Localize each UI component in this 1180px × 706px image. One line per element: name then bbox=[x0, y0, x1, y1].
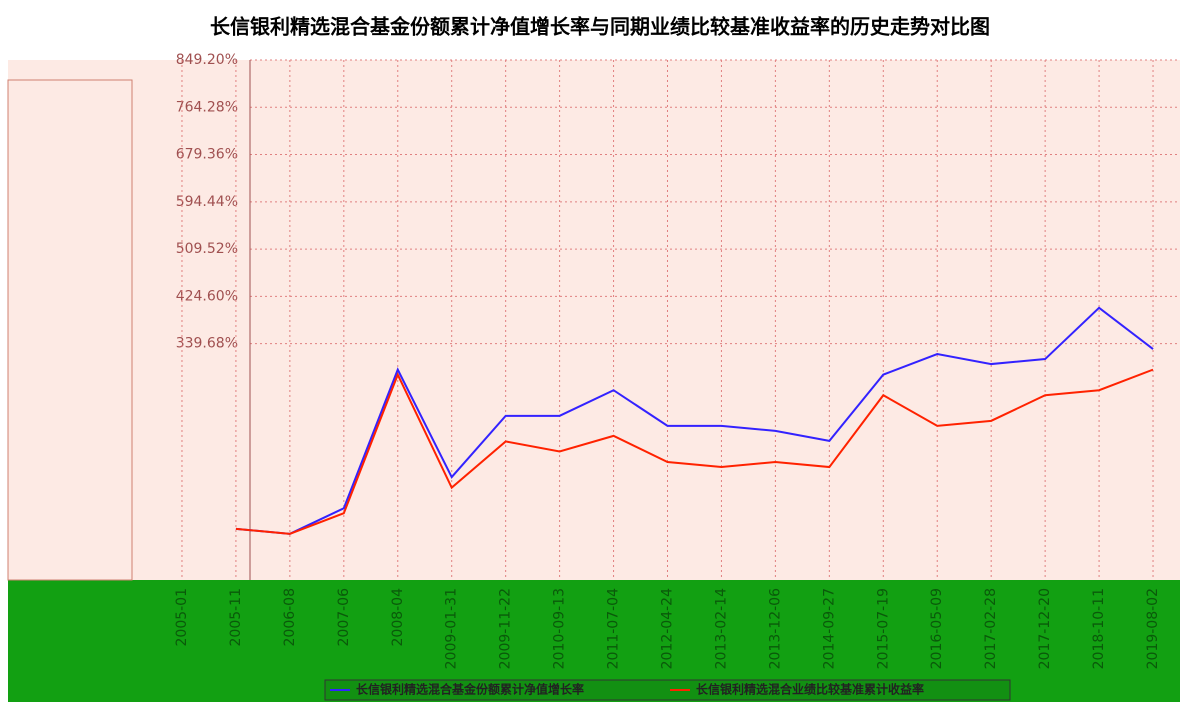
x-tick-label: 2011-07-04 bbox=[606, 588, 622, 669]
x-tick-label: 2015-07-19 bbox=[875, 588, 891, 669]
x-tick-label: 2014-09-27 bbox=[821, 588, 837, 669]
x-tick-label: 2016-05-09 bbox=[929, 588, 945, 669]
legend-label: 长信银利精选混合基金份额累计净值增长率 bbox=[356, 682, 584, 697]
x-tick-label: 2007-06 bbox=[336, 588, 352, 647]
x-tick-label: 2008-04 bbox=[390, 588, 406, 647]
y-tick-label: 594.44% bbox=[176, 194, 238, 210]
x-tick-label: 2013-12-06 bbox=[767, 588, 783, 669]
x-tick-label: 2013-02-14 bbox=[713, 588, 729, 669]
y-tick-label: 509.52% bbox=[176, 241, 238, 257]
x-tick-label: 2005-11 bbox=[228, 588, 244, 647]
x-tick-label: 2006-08 bbox=[282, 588, 298, 647]
x-tick-label: 2009-01-31 bbox=[444, 588, 460, 669]
x-tick-label: 2012-04-24 bbox=[660, 588, 676, 669]
y-tick-label: 424.60% bbox=[176, 288, 238, 304]
x-tick-label: 2009-11-22 bbox=[498, 588, 514, 669]
x-tick-label: 2005-01 bbox=[174, 588, 190, 647]
legend-label: 长信银利精选混合业绩比较基准累计收益率 bbox=[696, 682, 924, 697]
x-tick-label: 2017-12-20 bbox=[1037, 588, 1053, 669]
x-tick-label: 2010-09-13 bbox=[552, 588, 568, 669]
x-tick-label: 2019-08-02 bbox=[1145, 588, 1161, 669]
y-tick-label: 764.28% bbox=[176, 99, 238, 115]
chart: 长信银利精选混合基金份额累计净值增长率与同期业绩比较基准收益率的历史走势对比图 … bbox=[0, 0, 1180, 702]
x-tick-label: 2017-02-28 bbox=[983, 588, 999, 669]
y-tick-label: 339.68% bbox=[176, 336, 238, 352]
chart-title: 长信银利精选混合基金份额累计净值增长率与同期业绩比较基准收益率的历史走势对比图 bbox=[210, 15, 990, 39]
x-tick-label: 2018-10-11 bbox=[1091, 588, 1107, 669]
y-tick-label: 849.20% bbox=[176, 52, 238, 68]
plot-background bbox=[8, 60, 1180, 580]
y-tick-label: 679.36% bbox=[176, 147, 238, 163]
